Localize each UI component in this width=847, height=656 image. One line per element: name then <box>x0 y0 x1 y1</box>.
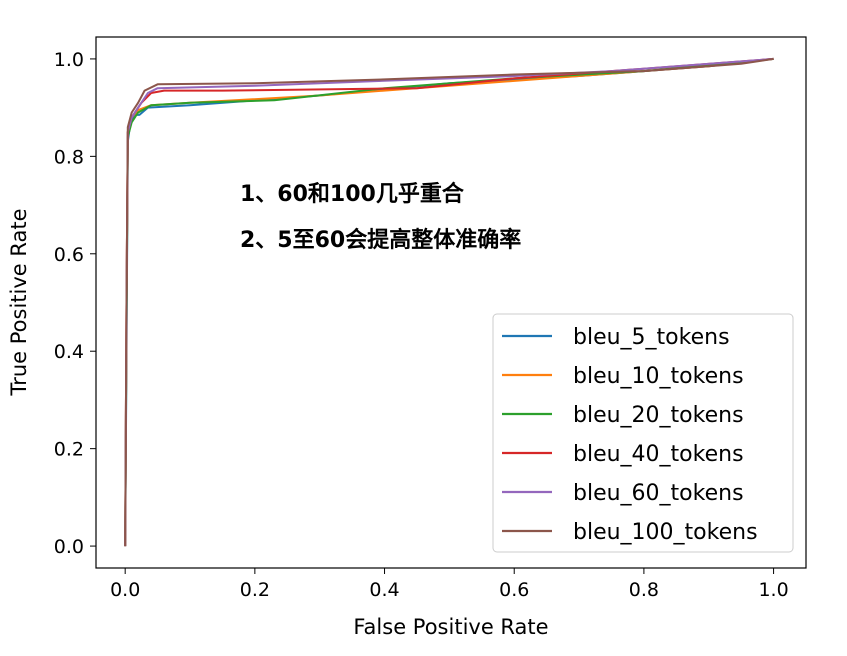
x-tick-label: 0.6 <box>499 579 529 601</box>
y-tick-label: 0.0 <box>54 536 84 558</box>
series-line-bleu_100_tokens <box>124 57 774 547</box>
y-tick-label: 0.6 <box>54 244 84 266</box>
plot-frame <box>95 36 807 569</box>
legend-box <box>492 313 794 553</box>
x-axis-label: False Positive Rate <box>353 615 548 639</box>
annotation-2: 2、5至60会提高整体准确率 <box>240 228 522 253</box>
axis-ticks: 0.0 0.2 0.4 0.6 0.8 1.0 0.0 0.2 0.4 0.6 0.8 1.0 <box>54 49 789 601</box>
series-lines <box>124 57 774 547</box>
x-tick-label: 1.0 <box>758 579 788 601</box>
legend-label: bleu_100_tokens <box>573 520 758 545</box>
y-axis-label: True Positive Rate <box>7 208 31 396</box>
legend-label: bleu_20_tokens <box>573 403 744 428</box>
x-tick-label: 0.8 <box>629 579 659 601</box>
y-tick-label: 0.2 <box>54 439 84 461</box>
x-tick-label: 0.4 <box>369 579 399 601</box>
x-tick-label: 0.0 <box>110 579 140 601</box>
y-tick-label: 0.8 <box>54 146 84 168</box>
legend-label: bleu_60_tokens <box>573 481 744 506</box>
legend-label: bleu_40_tokens <box>573 442 744 467</box>
x-tick-label: 0.2 <box>240 579 270 601</box>
legend: bleu_5_tokens bleu_10_tokens bleu_20_token… <box>492 313 794 553</box>
legend-label: bleu_10_tokens <box>573 364 744 389</box>
annotation-1: 1、60和100几乎重合 <box>240 182 464 207</box>
y-tick-label: 1.0 <box>54 49 84 71</box>
y-tick-label: 0.4 <box>54 341 84 363</box>
legend-label: bleu_5_tokens <box>573 325 730 350</box>
